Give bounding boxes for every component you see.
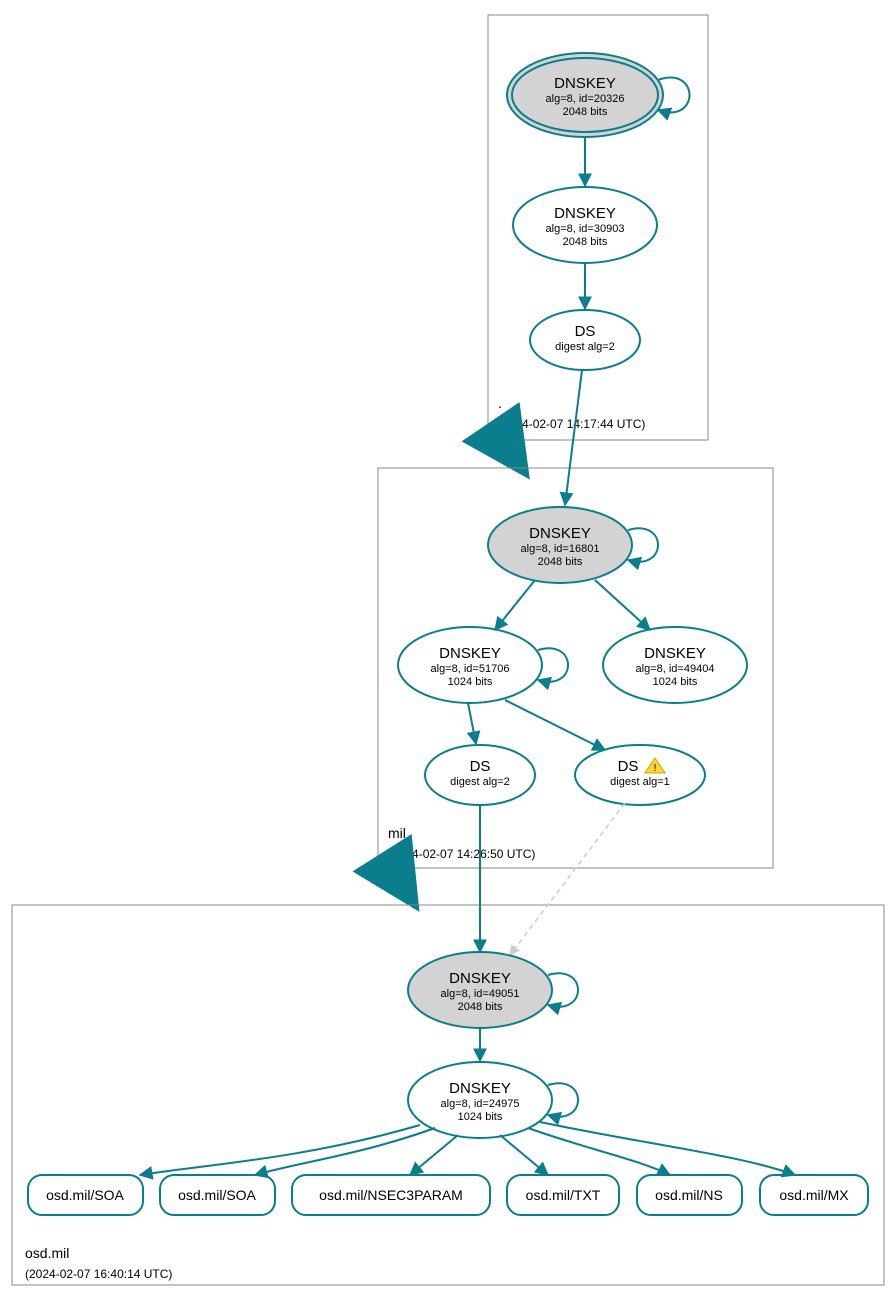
- zone-label-osd: osd.mil: [25, 1245, 69, 1261]
- svg-text:2048 bits: 2048 bits: [538, 556, 583, 568]
- rrset-soa1: osd.mil/SOA: [28, 1175, 143, 1215]
- zone-label-root: .: [498, 395, 502, 411]
- node-mil-ds1: DS digest alg=2: [425, 745, 535, 805]
- svg-text:DNSKEY: DNSKEY: [554, 75, 616, 92]
- rrset-soa2: osd.mil/SOA: [160, 1175, 275, 1215]
- svg-text:alg=8, id=16801: alg=8, id=16801: [521, 543, 600, 555]
- svg-text:osd.mil/NS: osd.mil/NS: [655, 1187, 723, 1203]
- svg-text:alg=8, id=20326: alg=8, id=20326: [546, 93, 625, 105]
- edge: [595, 580, 650, 630]
- node-osd-ksk: DNSKEY alg=8, id=49051 2048 bits: [408, 952, 552, 1028]
- svg-text:DNSKEY: DNSKEY: [449, 970, 511, 987]
- svg-text:DS: DS: [618, 758, 639, 775]
- node-mil-zsk2: DNSKEY alg=8, id=49404 1024 bits: [603, 627, 747, 703]
- svg-text:DNSKEY: DNSKEY: [644, 645, 706, 662]
- svg-text:alg=8, id=51706: alg=8, id=51706: [431, 663, 510, 675]
- svg-text:alg=8, id=24975: alg=8, id=24975: [441, 1098, 520, 1110]
- svg-text:alg=8, id=49051: alg=8, id=49051: [441, 988, 520, 1000]
- zone-ts-root: (2024-02-07 14:17:44 UTC): [498, 417, 645, 431]
- svg-text:digest alg=1: digest alg=1: [610, 776, 670, 788]
- edge: [495, 580, 535, 630]
- svg-text:digest alg=2: digest alg=2: [555, 341, 615, 353]
- edge-dashed: [510, 803, 625, 955]
- svg-text:1024 bits: 1024 bits: [448, 676, 493, 688]
- svg-text:osd.mil/SOA: osd.mil/SOA: [46, 1187, 124, 1203]
- node-root-ksk: DNSKEY alg=8, id=20326 2048 bits: [507, 53, 663, 137]
- svg-text:osd.mil/NSEC3PARAM: osd.mil/NSEC3PARAM: [319, 1187, 463, 1203]
- svg-text:digest alg=2: digest alg=2: [450, 776, 510, 788]
- svg-text:!: !: [654, 763, 657, 774]
- edge: [528, 1128, 670, 1175]
- edge: [505, 700, 605, 750]
- zone-ts-mil: (2024-02-07 14:26:50 UTC): [388, 847, 535, 861]
- delegation-arrow: [503, 440, 522, 468]
- zone-label-mil: mil: [388, 825, 406, 841]
- edge: [540, 1122, 795, 1175]
- node-root-zsk: DNSKEY alg=8, id=30903 2048 bits: [513, 187, 657, 263]
- svg-text:osd.mil/TXT: osd.mil/TXT: [526, 1187, 601, 1203]
- svg-text:2048 bits: 2048 bits: [563, 106, 608, 118]
- node-mil-zsk1: DNSKEY alg=8, id=51706 1024 bits: [398, 627, 542, 703]
- svg-text:DS: DS: [470, 758, 491, 775]
- svg-text:1024 bits: 1024 bits: [458, 1111, 503, 1123]
- svg-text:2048 bits: 2048 bits: [563, 236, 608, 248]
- node-osd-zsk: DNSKEY alg=8, id=24975 1024 bits: [408, 1062, 552, 1138]
- svg-text:alg=8, id=30903: alg=8, id=30903: [546, 223, 625, 235]
- rrset-nsec3: osd.mil/NSEC3PARAM: [292, 1175, 490, 1215]
- edge: [410, 1135, 458, 1175]
- edge: [565, 370, 582, 505]
- svg-text:osd.mil/MX: osd.mil/MX: [779, 1187, 849, 1203]
- edge: [468, 703, 476, 744]
- svg-text:DS: DS: [575, 323, 596, 340]
- svg-text:DNSKEY: DNSKEY: [554, 205, 616, 222]
- node-root-ds: DS digest alg=2: [530, 310, 640, 370]
- node-mil-ksk: DNSKEY alg=8, id=16801 2048 bits: [488, 507, 632, 583]
- svg-text:DNSKEY: DNSKEY: [529, 525, 591, 542]
- node-mil-ds2: DS digest alg=1 !: [575, 745, 705, 805]
- svg-text:alg=8, id=49404: alg=8, id=49404: [636, 663, 715, 675]
- svg-text:osd.mil/SOA: osd.mil/SOA: [178, 1187, 256, 1203]
- svg-text:DNSKEY: DNSKEY: [439, 645, 501, 662]
- edge: [500, 1135, 548, 1175]
- delegation-arrow: [393, 870, 412, 900]
- rrset-ns: osd.mil/NS: [637, 1175, 742, 1215]
- rrset-mx: osd.mil/MX: [760, 1175, 868, 1215]
- edge: [140, 1125, 420, 1175]
- edge: [255, 1128, 435, 1175]
- rrset-txt: osd.mil/TXT: [507, 1175, 619, 1215]
- svg-text:2048 bits: 2048 bits: [458, 1001, 503, 1013]
- svg-text:DNSKEY: DNSKEY: [449, 1080, 511, 1097]
- svg-text:1024 bits: 1024 bits: [653, 676, 698, 688]
- zone-ts-osd: (2024-02-07 16:40:14 UTC): [25, 1267, 172, 1281]
